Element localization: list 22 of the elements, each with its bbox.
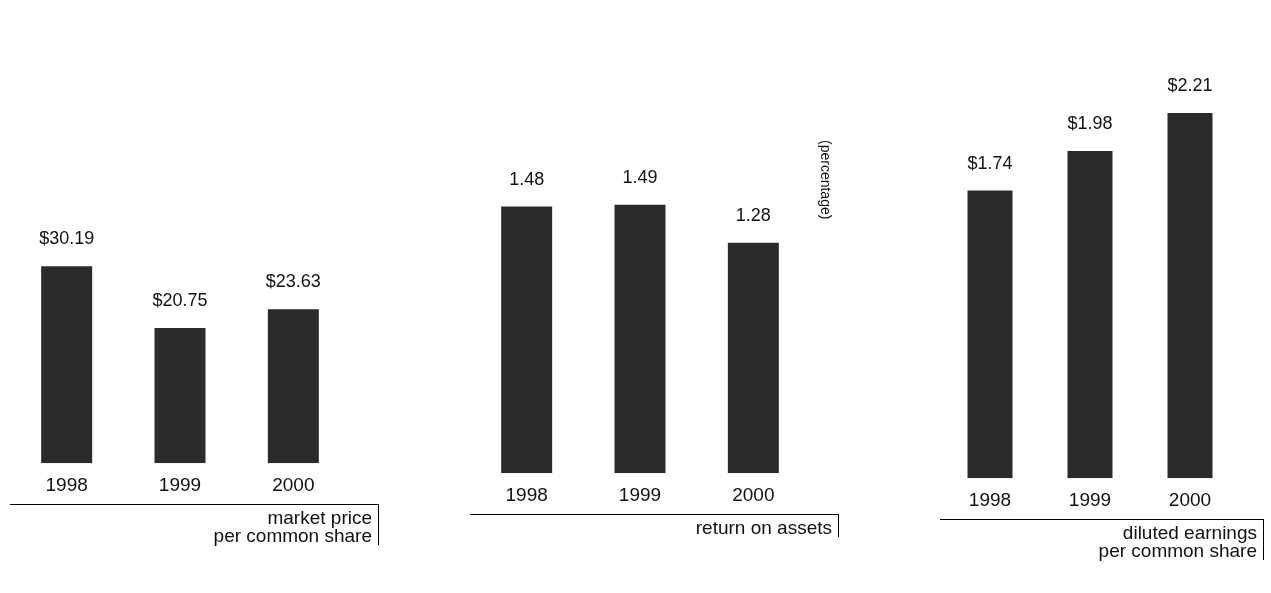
- data-label: $1.98: [1067, 112, 1113, 133]
- data-label: $1.74: [967, 152, 1013, 173]
- x-axis-title: market price per common share: [10, 504, 379, 546]
- data-label: 1.48: [509, 168, 545, 189]
- data-label: $30.19: [39, 228, 95, 249]
- x-tick-label: 1999: [158, 473, 202, 495]
- data-label: 1.49: [622, 166, 658, 187]
- x-tick-label: 1998: [45, 473, 88, 495]
- data-label: $23.63: [265, 271, 321, 292]
- x-tick-label: 2000: [1168, 488, 1212, 510]
- y-axis-title: (percentage): [818, 140, 834, 220]
- x-tick-label: 2000: [732, 483, 775, 505]
- x-tick-label: 1998: [968, 488, 1012, 510]
- x-tick-label: 1998: [505, 483, 548, 505]
- x-tick-label: 2000: [272, 473, 315, 495]
- data-label: $2.21: [1167, 74, 1213, 95]
- data-label: 1.28: [735, 204, 771, 225]
- x-axis-title: return on assets: [470, 514, 839, 538]
- x-tick-label: 1999: [618, 483, 662, 505]
- data-label: $20.75: [152, 289, 208, 310]
- x-axis-title: diluted earnings per common share: [940, 519, 1264, 561]
- x-tick-label: 1999: [1068, 488, 1112, 510]
